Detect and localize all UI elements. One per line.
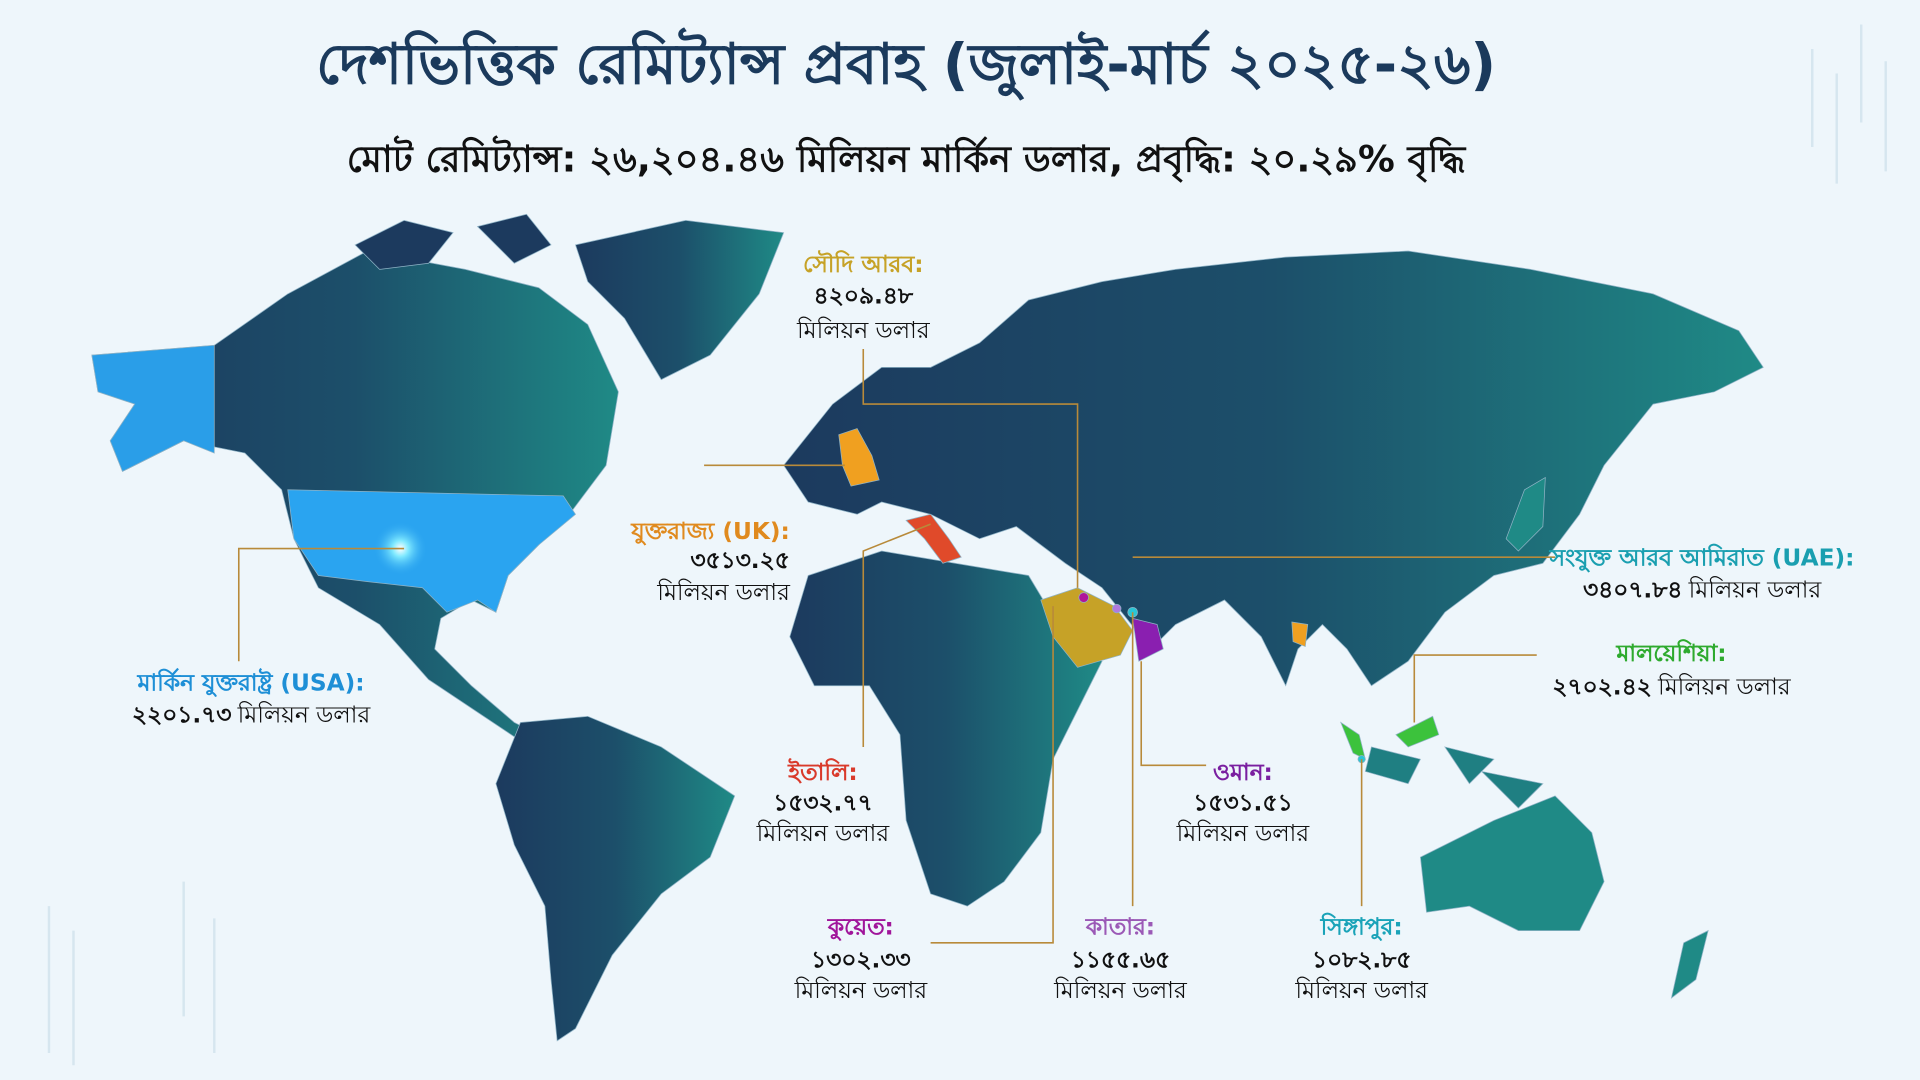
country-name: যুক্তরাজ্য (UK): [630, 518, 790, 546]
country-name: কাতার: [1085, 913, 1155, 940]
value-line: ২২০১.৭৩ মিলিয়ন ডলার [132, 701, 370, 728]
callout: ইতালি: ১৫৩২.৭৭ মিলিয়ন ডলার [756, 758, 890, 847]
value: ১৫৩১.৫১ [1193, 790, 1292, 817]
value-line: ২৭০২.৪২ মিলিয়ন ডলার [1552, 673, 1790, 700]
value: ১৩০২.৩৩ [811, 946, 911, 973]
callout: সংযুক্ত আরব আমিরাত (UAE): ৩৪০৭.৮৪ মিলিয়… [1549, 544, 1855, 604]
unit: মিলিয়ন ডলার [1053, 977, 1187, 1004]
title: দেশভিত্তিক রেমিট্যান্স প্রবাহ (জুলাই-মার… [316, 27, 1496, 101]
callouts: সৌদি আরব: ৪২০৯.৪৮ মিলিয়ন ডলার যুক্তরাজ্… [132, 250, 1855, 1004]
callout: সিঙ্গাপুর: ১০৮২.৮৫ মিলিয়ন ডলার [1294, 912, 1428, 1004]
country-name: ইতালি: [787, 758, 858, 786]
value: ৩৫১৩.২৫ [690, 547, 789, 574]
callout: কুয়েত: ১৩০২.৩৩ মিলিয়ন ডলার [794, 913, 928, 1004]
country-name: মালয়েশিয়া: [1615, 639, 1726, 667]
value: ১০৮২.৮৫ [1312, 946, 1411, 973]
value: ৩৪০৭.৮৪ [1583, 577, 1682, 604]
callout: ওমান: ১৫৩১.৫১ মিলিয়ন ডলার [1176, 759, 1310, 847]
value: ৪২০৯.৪৮ [814, 283, 914, 310]
unit: মিলিয়ন ডলার [1657, 673, 1791, 700]
unit: মিলিয়ন ডলার [756, 820, 890, 847]
subtitle: মোট রেমিট্যান্স: ২৬,২০৪.৪৬ মিলিয়ন মার্ক… [347, 134, 1468, 183]
decor [47, 24, 1887, 1066]
unit: মিলিয়ন ডলার [237, 701, 371, 728]
value-line: ৩৪০৭.৮৪ মিলিয়ন ডলার [1583, 577, 1821, 604]
unit: মিলিয়ন ডলার [1688, 577, 1822, 604]
callout: মালয়েশিয়া: ২৭০২.৪২ মিলিয়ন ডলার [1552, 639, 1790, 700]
callout: সৌদি আরব: ৪২০৯.৪৮ মিলিয়ন ডলার [796, 250, 930, 344]
unit: মিলিয়ন ডলার [1176, 820, 1310, 847]
country-name: সংযুক্ত আরব আমিরাত (UAE): [1549, 544, 1855, 573]
unit: মিলিয়ন ডলার [794, 977, 928, 1004]
value: ১১৫৫.৬৫ [1071, 946, 1170, 973]
value: ২২০১.৭৩ [132, 701, 232, 728]
country-name: কুয়েত: [827, 913, 894, 941]
callout: মার্কিন যুক্তরাষ্ট্র (USA): ২২০১.৭৩ মিলি… [132, 668, 370, 729]
unit: মিলিয়ন ডলার [1294, 977, 1428, 1004]
callout: কাতার: ১১৫৫.৬৫ মিলিয়ন ডলার [1053, 913, 1187, 1004]
country-name: সৌদি আরব: [803, 250, 924, 278]
country-name: সিঙ্গাপুর: [1320, 912, 1403, 941]
world-map [91, 213, 1764, 1042]
country-name: মার্কিন যুক্তরাষ্ট্র (USA): [136, 668, 364, 698]
value: ১৫৩২.৭৭ [773, 790, 872, 817]
country-name: ওমান: [1213, 759, 1273, 786]
leader-lines [237, 348, 1556, 944]
unit: মিলিয়ন ডলার [796, 317, 930, 344]
value: ২৭০২.৪২ [1552, 673, 1652, 700]
callout: যুক্তরাজ্য (UK): ৩৫১৩.২৫ মিলিয়ন ডলার [630, 518, 790, 606]
unit: মিলিয়ন ডলার [656, 579, 790, 606]
